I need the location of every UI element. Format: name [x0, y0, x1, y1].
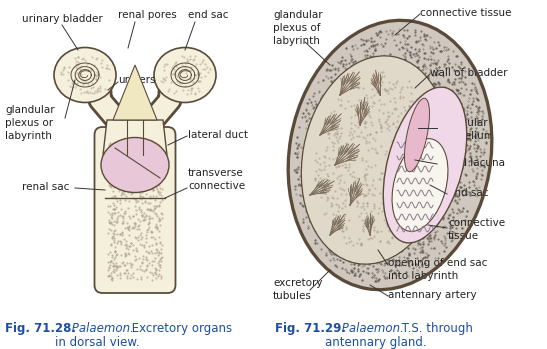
Ellipse shape	[54, 47, 116, 103]
Text: tissue: tissue	[448, 231, 479, 241]
Text: Fig. 71.28.: Fig. 71.28.	[5, 322, 76, 335]
Text: opening of end sac: opening of end sac	[388, 258, 487, 268]
Text: into labyrinth: into labyrinth	[388, 271, 458, 281]
Ellipse shape	[383, 87, 467, 243]
Text: in dorsal view.: in dorsal view.	[55, 336, 139, 349]
Ellipse shape	[301, 56, 449, 264]
Ellipse shape	[154, 47, 216, 103]
Ellipse shape	[392, 139, 448, 231]
Text: tubules: tubules	[273, 291, 312, 301]
Text: labyrinth: labyrinth	[5, 131, 52, 141]
Text: ureters: ureters	[118, 75, 155, 85]
Text: Excretory organs: Excretory organs	[128, 322, 232, 335]
Text: glandular: glandular	[438, 118, 487, 128]
Text: epithelium: epithelium	[438, 131, 494, 141]
Polygon shape	[103, 120, 167, 155]
Text: plexus of: plexus of	[273, 23, 321, 33]
Text: urinary bladder: urinary bladder	[22, 14, 103, 24]
Text: lateral duct: lateral duct	[188, 130, 248, 140]
Polygon shape	[113, 65, 157, 120]
Text: connective: connective	[448, 218, 505, 228]
Ellipse shape	[289, 21, 491, 289]
Text: renal sac: renal sac	[22, 182, 69, 192]
Text: labyrinth: labyrinth	[273, 36, 320, 46]
Text: Fig. 71.29.: Fig. 71.29.	[275, 322, 346, 335]
Ellipse shape	[404, 98, 429, 172]
Text: transverse: transverse	[188, 168, 244, 178]
Text: T.S. through: T.S. through	[398, 322, 473, 335]
Text: Palaemon.: Palaemon.	[338, 322, 404, 335]
Text: plexus or: plexus or	[5, 118, 53, 128]
Text: glandular: glandular	[273, 10, 323, 20]
Text: blood lacuna: blood lacuna	[438, 158, 505, 168]
Text: end sac: end sac	[188, 10, 229, 20]
Text: connective tissue: connective tissue	[420, 8, 511, 18]
Text: antennary gland.: antennary gland.	[325, 336, 427, 349]
Text: renal pores: renal pores	[118, 10, 177, 20]
FancyBboxPatch shape	[95, 127, 176, 293]
Text: end sac: end sac	[448, 188, 488, 198]
Text: glandular: glandular	[5, 105, 55, 115]
Ellipse shape	[101, 138, 169, 193]
Text: Palaemon.: Palaemon.	[68, 322, 134, 335]
Text: antennary artery: antennary artery	[388, 290, 476, 300]
Text: excretory: excretory	[273, 278, 323, 288]
Text: wall of bladder: wall of bladder	[430, 68, 508, 78]
Text: connective: connective	[188, 181, 245, 191]
